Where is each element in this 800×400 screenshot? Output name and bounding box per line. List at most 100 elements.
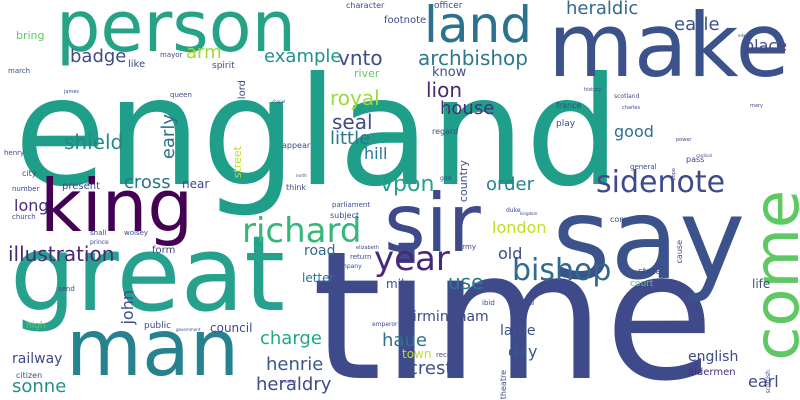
word-birmingham: birmingham [404,309,489,325]
word-street: street [231,146,244,179]
word-use: use [448,270,484,294]
word-little: little [330,128,371,149]
word-government: government [176,327,201,332]
word-march: march [8,67,31,75]
word-pope: pope [671,168,677,181]
word-henry: henry [4,149,25,157]
word-emperor: emperor [372,321,398,328]
word-time: time [312,213,715,400]
word-london: london [492,218,547,237]
word-character: character [346,1,385,10]
word-royal: royal [330,86,380,110]
word-james: james [64,89,80,95]
word-queen: queen [170,91,192,99]
word-make: make [548,0,790,97]
word-theatre: theatre [499,370,508,400]
word-wolsey: wolsey [124,229,149,237]
word-richard: richard [242,211,362,251]
word-history: history [584,87,602,93]
word-man: man [66,304,240,394]
word-order: order [486,174,534,195]
word-council: council [210,321,253,335]
word-crest: crest [408,358,453,379]
word-england: england [14,46,621,220]
word-come: come [740,190,800,361]
word-cross: cross [124,172,171,193]
word-prince: prince [90,239,109,246]
word-company: company [334,263,362,270]
word-earl: earl [748,372,779,391]
word-english: english [688,349,739,365]
word-lion: lion [426,78,463,102]
word-badge: badge [70,46,127,67]
word-citizen: citizen [16,371,43,380]
word-day: day [508,342,538,361]
word-like: like [128,59,146,70]
word-heraldry: heraldry [256,374,332,395]
word-officer: officer [434,1,463,11]
word-common: common [610,215,645,224]
word-shield: shield [64,130,124,154]
word-scotland: scotland [614,93,640,100]
word-north: north [296,173,307,178]
word-country: country [457,160,470,203]
word-river: river [354,67,380,80]
word-heraldic: heraldic [566,0,639,19]
word-hill: hill [364,144,388,163]
word-arm: arm [186,42,222,63]
word-know: know [432,65,467,80]
word-long: long [14,196,49,215]
word-town: town [402,347,432,361]
word-great: great [10,213,285,335]
word-court: court [630,279,654,289]
word-haue: haue [382,330,427,351]
word-send: send [58,285,75,293]
word-land: land [424,0,532,54]
word-regard: regard [432,127,459,136]
word-large: large [500,323,536,339]
word-footnote: footnote [384,15,427,26]
word-national: national [514,301,535,307]
word-edward: edward [738,33,753,38]
word-subject: subject [330,211,359,220]
word-pass: pass [686,155,705,164]
word-sir: sir [384,177,481,270]
word-john: john [118,290,137,325]
word-vpon: vpon [380,172,435,197]
word-army: army [458,243,477,251]
word-elizabeth: elizabeth [356,245,379,251]
word-parliament: parliament [332,201,371,209]
word-public: public [144,321,172,331]
word-france: france [556,101,582,110]
word-cardinal: cardinal [696,153,712,158]
word-lord: lord [237,80,248,100]
word-house: house [440,98,495,119]
word-seal: seal [332,110,373,134]
word-realm: realm [282,379,297,385]
word-railway: railway [12,351,63,367]
word-mile: mile [386,277,412,291]
word-charge: charge [260,328,322,349]
word-ibid: ibid [482,299,495,307]
word-number: number [12,185,40,193]
word-sidenote: sidenote [596,165,726,200]
word-old: old [498,244,523,263]
word-aldermen: aldermen [688,367,736,378]
word-early: early [158,114,179,160]
word-chapel: chapel [272,99,286,104]
word-think: think [286,183,307,192]
word-bishop: bishop [512,253,612,288]
word-play: play [556,119,576,129]
word-year: year [374,239,450,279]
word-high: high [26,321,46,331]
word-good: good [614,122,654,141]
word-mayor: mayor [160,51,183,59]
word-charles: charles [622,105,641,111]
word-king: king [40,164,194,248]
word-sonne: sonne [12,376,67,397]
word-person: person [56,0,296,68]
word-example: example [264,46,342,67]
word-road: road [304,243,336,259]
word-duke: duke [506,207,521,214]
word-vnto: vnto [338,46,383,70]
